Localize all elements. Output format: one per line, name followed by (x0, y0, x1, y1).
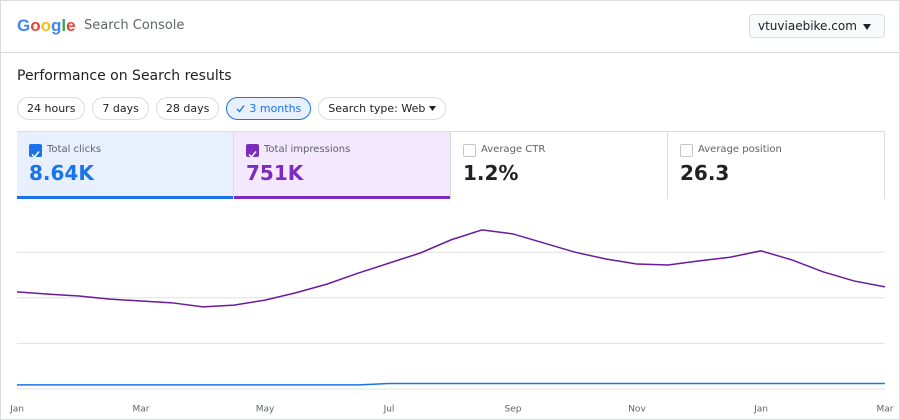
metric-card[interactable]: Total clicks 8.64K (17, 132, 234, 199)
caret (429, 106, 437, 111)
filter-label: 7 days (102, 102, 139, 115)
filter-chip[interactable]: 28 days (155, 97, 220, 120)
metric-card[interactable]: Total impressions 751K (234, 132, 451, 199)
dropdown-icon (863, 24, 871, 30)
filter-chip[interactable]: 7 days (92, 97, 149, 120)
metric-label: Average CTR (481, 144, 546, 155)
filter-label: 28 days (165, 102, 210, 115)
checkbox[interactable] (680, 144, 693, 157)
check-icon (248, 151, 257, 159)
filter-chip[interactable]: 24 hours (17, 97, 86, 120)
filter-chip[interactable]: Search type: Web (318, 97, 447, 120)
filter-chip[interactable]: 3 months (226, 97, 312, 120)
metric-label: Total impressions (264, 144, 351, 155)
x-tick-label: Mar (877, 405, 894, 415)
metric-cards: Total clicks 8.64K Total impressions 751K Av… (17, 131, 885, 199)
metric-value: 751K (246, 161, 304, 185)
check-path (248, 151, 257, 159)
x-tick-label: Jan (753, 405, 768, 415)
metric-label: Total clicks (47, 144, 102, 155)
series-line (17, 382, 885, 386)
page-title: Performance on Search results (17, 68, 232, 84)
check-path (31, 151, 40, 159)
series-line (16, 229, 886, 308)
x-tick-label: Jan (9, 405, 24, 415)
selection-bar (17, 196, 233, 199)
checkbox[interactable] (463, 144, 476, 157)
checkbox[interactable] (29, 144, 42, 159)
dropdown-icon (429, 106, 437, 111)
header: Google Search Console vtuviaebike.com (1, 1, 899, 53)
x-tick-label: Nov (628, 405, 646, 415)
property-selector[interactable]: vtuviaebike.com (749, 14, 885, 38)
filter-label: 3 months (249, 102, 302, 115)
x-tick-label: Sep (505, 405, 522, 415)
filter-label: 24 hours (27, 102, 76, 115)
x-tick-label: Jul (383, 405, 395, 415)
x-tick-label: May (256, 405, 275, 415)
filter-bar: 24 hours 7 days 28 days 3 months Search type… (17, 97, 447, 120)
metric-value: 1.2% (463, 161, 519, 185)
metric-card[interactable]: Average CTR 1.2% (451, 132, 668, 199)
logo[interactable]: Google (17, 16, 76, 35)
filter-label: Search type: Web (328, 102, 426, 115)
checkbox[interactable] (246, 144, 259, 159)
product-name: Search Console (84, 18, 185, 33)
check-icon (236, 105, 245, 113)
check-path (236, 105, 245, 113)
selection-bar (234, 196, 450, 199)
property-name: vtuviaebike.com (758, 19, 857, 33)
metric-card[interactable]: Average position 26.3 (668, 132, 885, 199)
metric-label: Average position (698, 144, 782, 155)
check-icon (31, 151, 40, 159)
chart: Jan Mar May Jul Sep Nov Jan Mar (9, 229, 894, 415)
metric-value: 8.64K (29, 161, 94, 185)
x-tick-label: Mar (133, 405, 150, 415)
metric-value: 26.3 (680, 161, 730, 185)
